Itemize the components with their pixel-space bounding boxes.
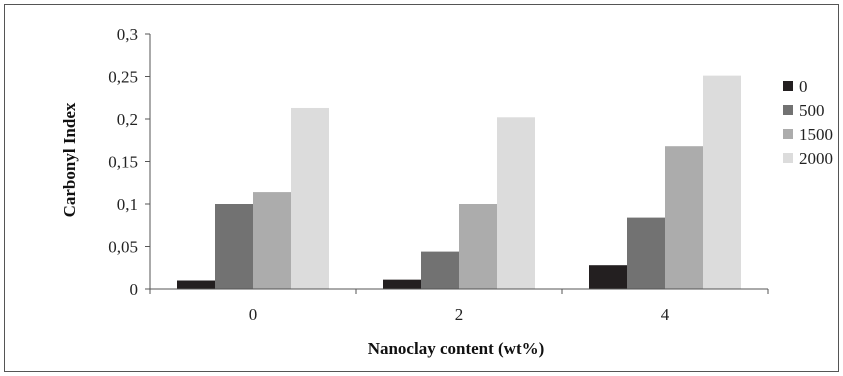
bar-1500-at-0 [253, 192, 291, 289]
x-axis-title: Nanoclay content (wt%) [368, 339, 545, 358]
bar-500-at-4 [627, 217, 665, 289]
bars-group [177, 75, 741, 290]
bar-0-at-2 [383, 279, 421, 289]
bar-500-at-0 [215, 204, 253, 289]
bar-1500-at-2 [459, 204, 497, 289]
legend-label-0: 0 [799, 77, 808, 96]
y-tick-label: 0 [130, 280, 139, 299]
y-tick-label: 0,2 [117, 110, 138, 129]
x-tick-label: 4 [661, 305, 670, 324]
y-tick-label: 0,15 [108, 153, 138, 172]
y-tick-label: 0,3 [117, 25, 138, 44]
y-tick-label: 0,1 [117, 195, 138, 214]
legend-label-2000: 2000 [799, 149, 833, 168]
x-tick-label: 0 [249, 305, 258, 324]
axes-group: 0 0,05 0,1 0,15 0,2 0,25 0,3 0 2 4 [108, 25, 769, 324]
bar-0-at-4 [589, 265, 627, 289]
legend: 0 500 1500 2000 [783, 77, 833, 168]
y-tick-label: 0,25 [108, 68, 138, 87]
bar-0-at-0 [177, 280, 215, 289]
bar-2000-at-2 [497, 117, 535, 289]
legend-swatch-1500 [783, 129, 793, 139]
bar-1500-at-4 [665, 146, 703, 289]
legend-swatch-2000 [783, 153, 793, 163]
y-axis-title: Carbonyl Index [60, 102, 79, 217]
legend-label-500: 500 [799, 101, 825, 120]
legend-swatch-500 [783, 105, 793, 115]
legend-label-1500: 1500 [799, 125, 833, 144]
x-tick-label: 2 [455, 305, 464, 324]
bar-2000-at-4 [703, 75, 741, 290]
bar-500-at-2 [421, 251, 459, 289]
bar-2000-at-0 [291, 107, 329, 289]
y-tick-label: 0,05 [108, 238, 138, 257]
legend-swatch-0 [783, 81, 793, 91]
